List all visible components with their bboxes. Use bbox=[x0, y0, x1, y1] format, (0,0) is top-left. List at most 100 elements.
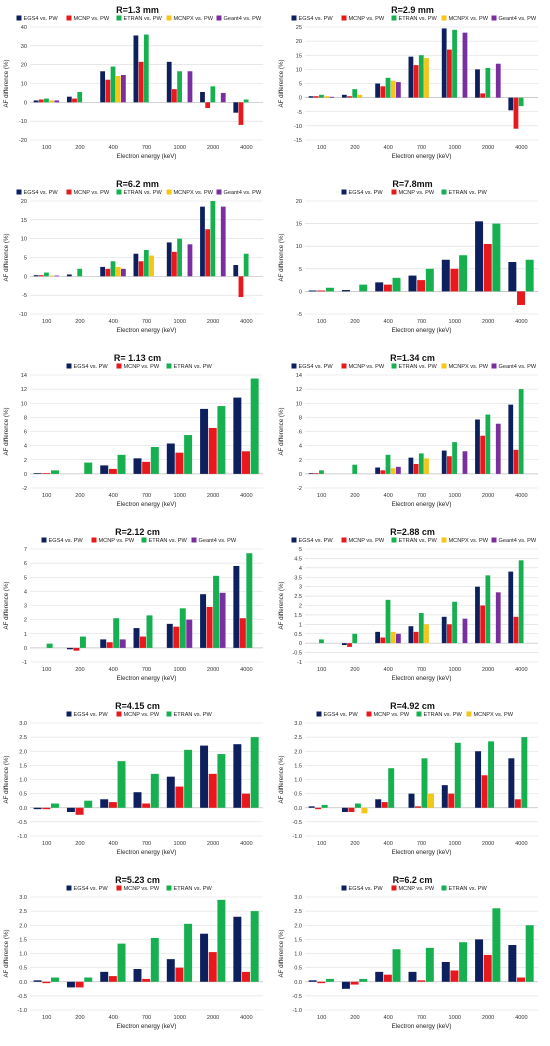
bar bbox=[106, 642, 113, 648]
legend: EGS4 vs. PW MCNP vs. PW ETRAN vs. PW MCNPX … bbox=[316, 711, 514, 718]
y-tick-label: -0.5 bbox=[292, 651, 302, 657]
y-tick-label: 1 bbox=[24, 632, 27, 638]
bar bbox=[246, 553, 253, 648]
bar bbox=[329, 96, 335, 98]
bar bbox=[210, 86, 216, 103]
y-tick-label: 2 bbox=[299, 604, 302, 610]
x-tick-label: 200 bbox=[75, 667, 84, 673]
chart-svg: R=4.15 cm EGS4 vs. PW MCNP vs. PW ETRAN vs.… bbox=[3, 701, 263, 856]
y-tick-label: -0.5 bbox=[292, 820, 302, 826]
y-tick-label: 1.0 bbox=[19, 778, 27, 784]
bar bbox=[208, 427, 217, 474]
bar bbox=[200, 408, 209, 474]
legend-label: MCNP vs. PW bbox=[349, 16, 385, 22]
chart-panel-5: R= 1.13 cm EGS4 vs. PW MCNP vs. PW ETRAN vs… bbox=[0, 348, 275, 522]
x-tick-label: 4000 bbox=[515, 493, 527, 499]
y-tick-label: -1.0 bbox=[17, 834, 27, 840]
bar bbox=[143, 34, 149, 103]
bar bbox=[508, 97, 514, 111]
legend-label: EGS4 vs. PW bbox=[74, 712, 109, 718]
bar bbox=[100, 971, 109, 982]
bar bbox=[513, 616, 519, 644]
legend-label: ETRAN vs. PW bbox=[399, 538, 438, 544]
bar bbox=[359, 978, 368, 982]
x-tick-label: 400 bbox=[384, 493, 393, 499]
legend-swatch bbox=[166, 885, 172, 891]
x-tick-label: 400 bbox=[384, 319, 393, 325]
y-tick-label: 1.5 bbox=[294, 613, 302, 619]
bar bbox=[200, 594, 207, 648]
bar bbox=[233, 265, 239, 277]
y-tick-label: 3.0 bbox=[19, 721, 27, 727]
bar bbox=[341, 94, 347, 98]
chart-svg: R=1.34 cm EGS4 vs. PW MCNP vs. PW ETRAN vs.… bbox=[278, 353, 538, 508]
chart-panel-3: R=6.2 mm EGS4 vs. PW MCNP vs. PW ETRAN vs. … bbox=[0, 174, 275, 348]
legend-swatch bbox=[16, 15, 22, 21]
bar bbox=[508, 945, 517, 982]
y-tick-label: 15 bbox=[296, 222, 302, 228]
bar bbox=[495, 423, 501, 474]
legend-swatch bbox=[391, 885, 397, 891]
chart-svg: R=6.2 mm EGS4 vs. PW MCNP vs. PW ETRAN vs. … bbox=[3, 179, 263, 334]
bar bbox=[481, 775, 488, 808]
bar bbox=[217, 406, 226, 474]
bar bbox=[459, 255, 468, 292]
x-tick-label: 200 bbox=[75, 1015, 84, 1021]
y-tick-label: 10 bbox=[21, 237, 27, 243]
bar bbox=[381, 802, 388, 808]
x-tick-label: 700 bbox=[142, 145, 151, 151]
y-tick-label: 5 bbox=[299, 267, 302, 273]
bar bbox=[100, 71, 106, 103]
bar bbox=[413, 463, 419, 474]
bar bbox=[133, 253, 139, 277]
y-tick-label: 4 bbox=[24, 589, 27, 595]
bar bbox=[166, 242, 172, 277]
bar bbox=[475, 751, 482, 808]
bar bbox=[44, 98, 49, 103]
bar bbox=[380, 86, 386, 98]
x-tick-label: 200 bbox=[75, 319, 84, 325]
bar bbox=[49, 275, 55, 277]
bar bbox=[475, 69, 480, 98]
legend-label: ETRAN vs. PW bbox=[399, 364, 438, 370]
bar bbox=[149, 255, 154, 277]
bar bbox=[105, 268, 111, 277]
legend-label: Geant4 vs. PW bbox=[224, 190, 262, 196]
bar bbox=[177, 238, 182, 277]
bar bbox=[113, 618, 120, 648]
y-tick-label: 1.5 bbox=[19, 763, 27, 769]
legend-swatch bbox=[141, 537, 147, 543]
y-tick-label: -0.5 bbox=[292, 994, 302, 1000]
x-tick-label: 2000 bbox=[482, 319, 494, 325]
y-tick-label: 12 bbox=[296, 387, 302, 393]
y-tick-label: 0 bbox=[24, 646, 27, 652]
bar bbox=[233, 744, 242, 808]
x-tick-label: 100 bbox=[42, 145, 51, 151]
legend-label: EGS4 vs. PW bbox=[299, 16, 334, 22]
legend: EGS4 vs. PW MCNP vs. PW ETRAN vs. PW MCNPX … bbox=[16, 189, 262, 196]
y-tick-label: 0.0 bbox=[294, 806, 302, 812]
chart-title: R=6.2 cm bbox=[393, 875, 433, 885]
y-tick-label: -0.5 bbox=[17, 994, 27, 1000]
bar bbox=[413, 631, 419, 644]
bar bbox=[54, 275, 60, 277]
bar bbox=[441, 961, 450, 982]
y-tick-label: 0 bbox=[299, 472, 302, 478]
bar bbox=[446, 624, 452, 644]
bar bbox=[441, 259, 450, 292]
x-tick-label: 200 bbox=[350, 145, 359, 151]
x-tick-label: 2000 bbox=[482, 841, 494, 847]
bar bbox=[441, 785, 448, 808]
x-tick-label: 4000 bbox=[515, 667, 527, 673]
bar bbox=[408, 971, 417, 982]
y-tick-label: 0 bbox=[299, 96, 302, 102]
y-tick-label: 3 bbox=[299, 585, 302, 591]
bar bbox=[492, 908, 501, 982]
y-tick-label: 2.5 bbox=[19, 909, 27, 915]
bar bbox=[77, 91, 83, 103]
chart-panel-9: R=4.15 cm EGS4 vs. PW MCNP vs. PW ETRAN vs.… bbox=[0, 696, 275, 870]
bar bbox=[383, 974, 392, 982]
x-tick-label: 1000 bbox=[174, 667, 186, 673]
y-axis-label: AF difference (%) bbox=[278, 755, 285, 803]
legend-swatch bbox=[441, 15, 447, 21]
